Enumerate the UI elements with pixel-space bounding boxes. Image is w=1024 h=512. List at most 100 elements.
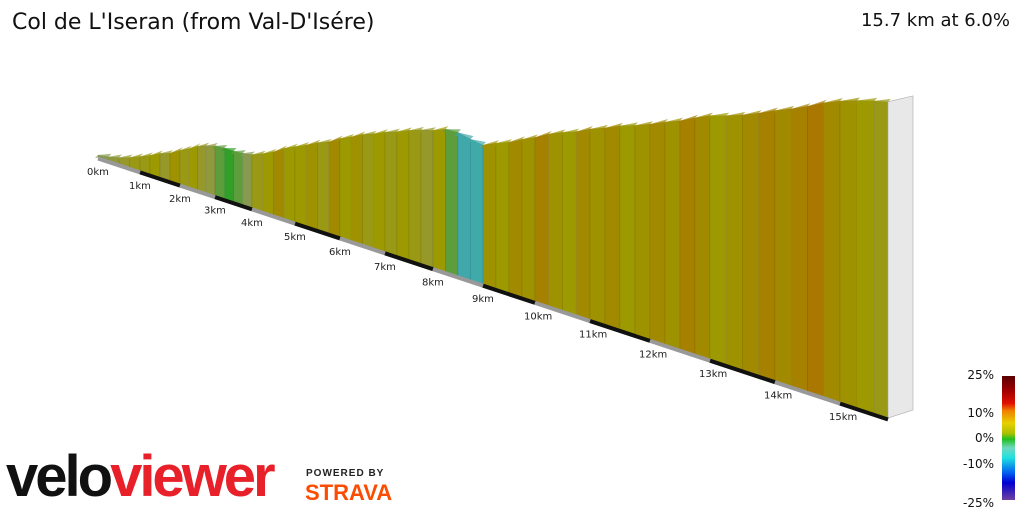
- gradient-segment: [362, 133, 375, 249]
- profile-end-face: [887, 95, 914, 419]
- segment-top-face: [359, 130, 377, 138]
- x-tick-label: 15km: [829, 412, 857, 423]
- segment-top-face: [270, 145, 288, 155]
- gradient-segment: [179, 148, 190, 188]
- gradient-segment: [396, 129, 410, 261]
- gradient-segment: [742, 112, 760, 376]
- gradient-segment: [548, 132, 563, 311]
- gradient-segment: [664, 120, 681, 350]
- segment-top-face: [559, 128, 580, 136]
- gradient-segment: [223, 147, 234, 203]
- scale-label: -10%: [962, 457, 994, 471]
- segment-top-face: [455, 132, 474, 140]
- gradient-segment: [149, 152, 161, 178]
- gradient-segment: [856, 100, 875, 414]
- x-tick-label: 4km: [241, 218, 263, 229]
- gradient-segment: [445, 128, 459, 277]
- segment-top-face: [755, 107, 778, 117]
- gradient-segment: [197, 145, 207, 194]
- segment-top-face: [519, 134, 538, 143]
- x-tick-label: 9km: [472, 294, 494, 305]
- segment-top-face: [230, 150, 246, 155]
- gradient-segment: [649, 121, 666, 345]
- segment-top-face: [506, 136, 525, 146]
- km-base-bar: [774, 380, 841, 406]
- segment-top-face: [157, 150, 173, 157]
- segment-top-face: [221, 148, 237, 152]
- km-base-bar: [709, 358, 776, 385]
- gradient-segment: [420, 129, 434, 269]
- segment-top-face: [677, 114, 698, 124]
- segment-top-face: [281, 143, 298, 152]
- page-title: Col de L'Iseran (from Val-D'Isére): [12, 10, 375, 35]
- segment-top-face: [723, 111, 746, 119]
- segment-top-face: [147, 150, 163, 159]
- gradient-segment: [521, 137, 536, 302]
- gradient-segment: [758, 110, 776, 382]
- gradient-segment: [679, 117, 696, 355]
- gradient-segment: [457, 131, 471, 281]
- gradient-segment: [233, 150, 244, 206]
- segment-top-face: [325, 135, 343, 145]
- segment-top-face: [337, 133, 355, 142]
- segment-top-face: [406, 126, 424, 134]
- gradient-segment: [470, 138, 484, 285]
- x-tick-label: 7km: [374, 262, 396, 273]
- gradient-segment: [432, 128, 446, 273]
- segment-top-face: [804, 99, 827, 110]
- strava-logo[interactable]: STRAVA: [305, 480, 393, 505]
- km-base-bar: [339, 236, 386, 256]
- gradient-segment: [294, 144, 307, 227]
- segment-top-face: [126, 153, 143, 161]
- segment-top-face: [617, 122, 638, 129]
- segment-top-face: [167, 147, 183, 157]
- gradient-segment: [159, 152, 171, 182]
- segment-top-face: [212, 145, 228, 149]
- segment-top-face: [137, 152, 153, 160]
- gradient-segment: [823, 100, 841, 403]
- segment-top-face: [480, 140, 499, 149]
- scale-label: -25%: [962, 496, 994, 510]
- gradient-segment: [317, 141, 330, 234]
- segment-top-face: [545, 129, 566, 138]
- segment-top-face: [772, 105, 795, 114]
- x-tick-label: 6km: [329, 247, 351, 258]
- gradient-segment: [373, 131, 386, 253]
- x-tick-label: 8km: [422, 278, 444, 289]
- segment-top-face: [314, 138, 332, 146]
- segment-top-face: [249, 150, 266, 158]
- scale-label: 25%: [967, 368, 994, 382]
- km-base-bar: [179, 183, 216, 200]
- x-tick-label: 5km: [284, 232, 306, 243]
- km-base-bar: [97, 156, 141, 175]
- veloviewer-logo[interactable]: veloviewer: [6, 444, 276, 509]
- gradient-segment: [205, 145, 216, 197]
- km-base-bar: [839, 401, 889, 422]
- powered-by-label: POWERED BY: [306, 468, 385, 479]
- segment-top-face: [532, 131, 552, 141]
- gradient-segment: [619, 125, 636, 335]
- gradient-segment: [589, 127, 606, 325]
- x-tick-label: 10km: [524, 311, 552, 322]
- segment-top-face: [303, 139, 321, 149]
- x-tick-label: 11km: [579, 330, 607, 341]
- gradient-segment: [305, 142, 318, 230]
- gradient-color-scale: [1002, 376, 1015, 500]
- segment-top-face: [587, 124, 608, 133]
- segment-top-face: [662, 117, 683, 125]
- gradient-segment: [350, 134, 363, 245]
- gradient-segment: [604, 125, 621, 330]
- segment-top-face: [105, 154, 122, 160]
- segment-top-face: [116, 154, 133, 161]
- segment-top-face: [185, 143, 201, 152]
- km-base-bar: [294, 221, 341, 241]
- gradient-segment: [807, 102, 825, 398]
- km-base-bar: [589, 319, 651, 343]
- segment-top-face: [854, 97, 878, 104]
- gradient-segment: [873, 100, 889, 419]
- x-tick-label: 3km: [204, 206, 226, 217]
- segment-top-face: [602, 122, 623, 131]
- km-base-bar: [432, 267, 484, 288]
- segment-top-face: [292, 142, 310, 150]
